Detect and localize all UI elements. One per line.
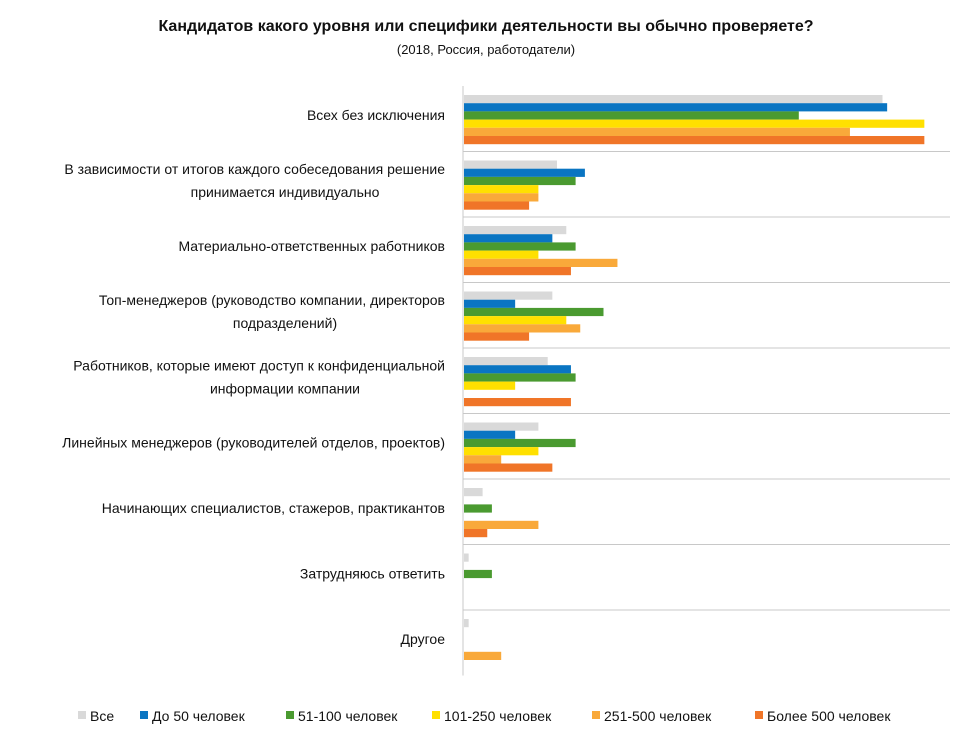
legend-swatch-2 [140,711,148,719]
category-label: Затрудняюсь ответить [300,566,445,582]
legend-swatch-1 [78,711,86,719]
legend-swatch-5 [592,711,600,719]
bar-6-1 [464,136,925,145]
bar-5-9 [464,651,502,660]
bar-4-3 [464,250,539,259]
bar-1-2 [464,160,557,169]
bar-6-7 [464,529,488,538]
bar-1-8 [464,553,469,562]
bar-3-4 [464,307,604,317]
bar-1-1 [464,95,883,104]
bar-6-3 [464,267,571,276]
chart-title: Кандидатов какого уровня или специфики д… [158,18,814,35]
bar-2-2 [464,168,585,177]
bar-1-5 [464,357,548,366]
bar-1-7 [464,488,483,497]
category-label: В зависимости от итогов каждого собеседо… [64,161,445,200]
bar-3-6 [464,438,576,448]
bar-4-4 [464,316,567,325]
legend-label-4: 101-250 человек [444,708,552,724]
legend-swatch-4 [432,711,440,719]
bar-4-1 [464,119,925,128]
bar-3-8 [464,569,492,579]
bar-1-3 [464,226,567,235]
bar-1-9 [464,619,469,628]
bar-6-6 [464,463,553,472]
legend-label-6: Более 500 человек [767,708,891,724]
bar-3-1 [464,111,799,120]
bar-2-4 [464,299,516,308]
legend-swatch-3 [286,711,294,719]
bar-3-7 [464,504,492,513]
bar-5-7 [464,520,539,529]
bar-6-5 [464,398,571,407]
legend-swatch-6 [755,711,763,719]
legend-label-5: 251-500 человек [604,708,712,724]
bar-3-2 [464,176,576,186]
legend-label-1: Все [90,708,114,724]
bar-1-6 [464,422,539,431]
bar-3-5 [464,373,576,382]
bar-4-2 [464,185,539,194]
bar-6-4 [464,332,530,341]
bar-5-3 [464,258,618,267]
category-label: Материально-ответственных работников [178,238,445,254]
category-label: Другое [401,631,446,647]
category-label: Всех без исключения [307,107,445,123]
bar-5-2 [464,193,539,202]
chart-subtitle: (2018, Россия, работодатели) [396,42,576,57]
category-label: Работников, которые имеют доступ к конфи… [73,358,445,397]
bar-5-6 [464,455,502,464]
legend-label-2: До 50 человек [152,708,246,724]
bar-6-2 [464,201,530,210]
legend-label-3: 51-100 человек [298,708,398,724]
bar-4-5 [464,381,516,390]
category-label: Линейных менеджеров (руководителей отдел… [62,435,445,451]
bar-2-6 [464,430,516,439]
category-label: Топ-менеджеров (руководство компании, ди… [99,292,445,331]
bar-1-4 [464,291,553,300]
bar-5-1 [464,127,850,136]
bar-5-4 [464,324,581,333]
bar-2-1 [464,103,888,112]
bar-2-5 [464,365,571,374]
category-label: Начинающих специалистов, стажеров, практ… [102,500,445,516]
bar-3-3 [464,242,576,251]
bar-4-6 [464,447,539,456]
bar-2-3 [464,234,553,243]
